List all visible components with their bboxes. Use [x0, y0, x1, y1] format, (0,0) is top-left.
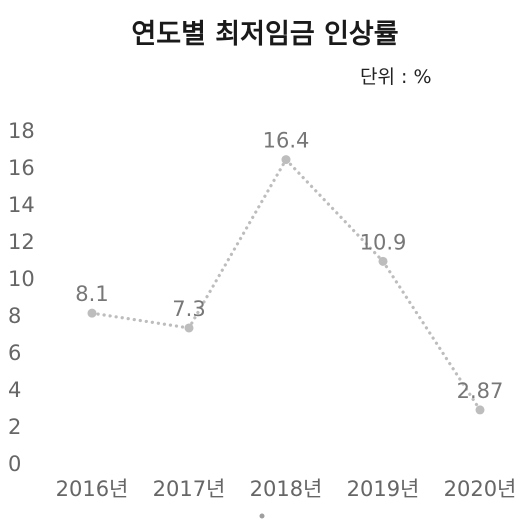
- data-point: [184, 323, 194, 333]
- legend-marker: [259, 513, 265, 519]
- x-tick-label: 2018년: [250, 477, 323, 501]
- series-line: [90, 156, 482, 412]
- chart-title: 연도별 최저임금 인상률: [131, 19, 399, 50]
- x-tick-label: 2020년: [444, 477, 517, 501]
- data-label: 2.87: [457, 379, 504, 403]
- y-tick-label: 16: [8, 156, 35, 180]
- y-tick-label: 12: [8, 230, 35, 254]
- x-tick-label: 2019년: [347, 477, 420, 501]
- y-tick-label: 2: [8, 415, 21, 439]
- data-label: 7.3: [172, 297, 205, 321]
- y-tick-label: 8: [8, 304, 21, 328]
- data-label: 10.9: [360, 230, 407, 254]
- data-point: [378, 256, 388, 266]
- y-tick-label: 6: [8, 341, 21, 365]
- y-tick-label: 10: [8, 267, 35, 291]
- y-tick-label: 0: [8, 452, 21, 476]
- y-tick-label: 18: [8, 119, 35, 143]
- data-label: 16.4: [263, 129, 310, 153]
- data-label: 8.1: [75, 282, 108, 306]
- y-tick-label: 14: [8, 193, 35, 217]
- unit-label: 단위 : %: [360, 66, 432, 88]
- x-tick-label: 2016년: [56, 477, 129, 501]
- data-point: [87, 308, 97, 318]
- x-tick-label: 2017년: [153, 477, 226, 501]
- data-point: [475, 405, 485, 415]
- data-point: [281, 155, 291, 165]
- y-tick-label: 4: [8, 378, 21, 402]
